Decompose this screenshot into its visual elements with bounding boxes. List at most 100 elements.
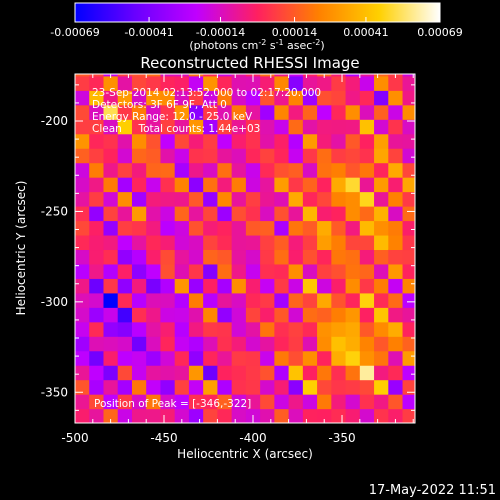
heatmap-cell bbox=[217, 249, 233, 265]
heatmap-cell bbox=[217, 365, 233, 381]
heatmap-cell bbox=[174, 177, 190, 193]
heatmap-cell bbox=[331, 321, 347, 337]
heatmap-cell bbox=[89, 234, 105, 251]
heatmap-cell bbox=[245, 350, 261, 366]
heatmap-cell bbox=[160, 350, 176, 366]
heatmap-cell bbox=[260, 307, 275, 323]
heatmap-cell bbox=[131, 75, 147, 91]
heatmap-cell bbox=[260, 292, 275, 308]
heatmap-cell bbox=[117, 263, 133, 279]
heatmap-cell bbox=[160, 177, 176, 193]
heatmap-cell bbox=[260, 177, 275, 193]
heatmap-cell bbox=[374, 379, 389, 395]
heatmap-cell bbox=[302, 365, 318, 381]
heatmap-cell bbox=[231, 350, 247, 366]
heatmap-cell bbox=[402, 336, 415, 352]
heatmap-cell bbox=[359, 191, 375, 207]
heatmap-cell bbox=[231, 191, 247, 207]
heatmap-cell bbox=[160, 234, 176, 251]
heatmap-cell bbox=[75, 220, 90, 236]
heatmap-cell bbox=[374, 75, 389, 91]
heatmap-cell bbox=[402, 177, 415, 193]
heatmap-cell bbox=[146, 336, 162, 352]
heatmap-cell bbox=[131, 336, 147, 352]
heatmap-cell bbox=[174, 263, 190, 279]
heatmap-cell bbox=[388, 292, 404, 308]
heatmap-cell bbox=[117, 278, 133, 294]
heatmap-cell bbox=[345, 350, 361, 366]
heatmap-cell bbox=[103, 278, 119, 294]
heatmap-cell bbox=[388, 148, 404, 164]
plot-frame bbox=[74, 73, 416, 424]
heatmap-cell bbox=[331, 292, 347, 308]
heatmap-cell bbox=[331, 90, 347, 106]
heatmap-cell bbox=[217, 321, 233, 337]
heatmap-cell bbox=[217, 90, 233, 106]
heatmap-cell bbox=[317, 249, 332, 265]
heatmap-cell bbox=[245, 148, 261, 164]
heatmap-cell bbox=[288, 104, 304, 120]
heatmap-cell bbox=[203, 394, 219, 410]
heatmap-cell bbox=[75, 278, 90, 294]
heatmap-cell bbox=[203, 177, 219, 193]
heatmap-cell bbox=[374, 90, 389, 106]
colorbar-tick-label: -0.00041 bbox=[124, 26, 173, 39]
heatmap-cell bbox=[217, 263, 233, 279]
heatmap-cell bbox=[402, 408, 415, 423]
heatmap-cell bbox=[103, 292, 119, 308]
heatmap-cell bbox=[374, 278, 389, 294]
heatmap-cell bbox=[402, 234, 415, 251]
heatmap-cell bbox=[231, 307, 247, 323]
heatmap-cell bbox=[288, 162, 304, 178]
y-tick-label: -250 bbox=[41, 204, 68, 218]
heatmap-cell bbox=[131, 394, 147, 410]
heatmap-cell bbox=[359, 234, 375, 251]
heatmap-cell bbox=[131, 292, 147, 308]
heatmap-cell bbox=[317, 307, 332, 323]
heatmap-cell bbox=[260, 148, 275, 164]
heatmap-cell bbox=[345, 336, 361, 352]
heatmap-cell bbox=[146, 263, 162, 279]
heatmap-cell bbox=[317, 234, 332, 251]
heatmap-cell bbox=[117, 177, 133, 193]
heatmap-cell bbox=[75, 307, 90, 323]
heatmap-cell bbox=[160, 336, 176, 352]
heatmap-cell bbox=[89, 162, 105, 178]
heatmap-cell bbox=[117, 379, 133, 395]
heatmap-cell bbox=[217, 177, 233, 193]
heatmap-cell bbox=[374, 74, 389, 77]
colorbar-tick-label: 0.00014 bbox=[272, 26, 318, 39]
heatmap-cell bbox=[203, 104, 219, 120]
heatmap-cell bbox=[75, 133, 90, 149]
heatmap-cell bbox=[103, 321, 119, 337]
heatmap-cell bbox=[146, 90, 162, 106]
heatmap-cell bbox=[131, 350, 147, 366]
heatmap-cell bbox=[174, 365, 190, 381]
axis-ticks: -500 -450 -400 -350 -350 -300 -250 -200 bbox=[41, 74, 415, 445]
heatmap-cell bbox=[345, 321, 361, 337]
heatmap-cell bbox=[117, 74, 133, 77]
x-tick-label: -350 bbox=[328, 431, 355, 445]
heatmap-cell bbox=[131, 148, 147, 164]
heatmap-cell bbox=[345, 104, 361, 120]
heatmap-cell bbox=[359, 292, 375, 308]
heatmap-cell bbox=[288, 234, 304, 251]
heatmap-cell bbox=[388, 365, 404, 381]
heatmap-cell bbox=[131, 263, 147, 279]
heatmap-cell bbox=[231, 119, 247, 135]
heatmap-cell bbox=[245, 321, 261, 337]
chart-title: Reconstructed RHESSI Image bbox=[140, 54, 359, 72]
heatmap-cell bbox=[359, 307, 375, 323]
heatmap-cell bbox=[317, 119, 332, 135]
heatmap-cell bbox=[160, 263, 176, 279]
heatmap-cell bbox=[217, 394, 233, 410]
heatmap-cell bbox=[217, 74, 233, 77]
heatmap-cell bbox=[302, 263, 318, 279]
heatmap-cell bbox=[188, 249, 204, 265]
heatmap-cell bbox=[160, 90, 176, 106]
heatmap-cell bbox=[388, 75, 404, 91]
heatmap-cell bbox=[374, 263, 389, 279]
heatmap-cell bbox=[131, 104, 147, 120]
heatmap-cell bbox=[274, 148, 290, 164]
heatmap-cell bbox=[131, 249, 147, 265]
